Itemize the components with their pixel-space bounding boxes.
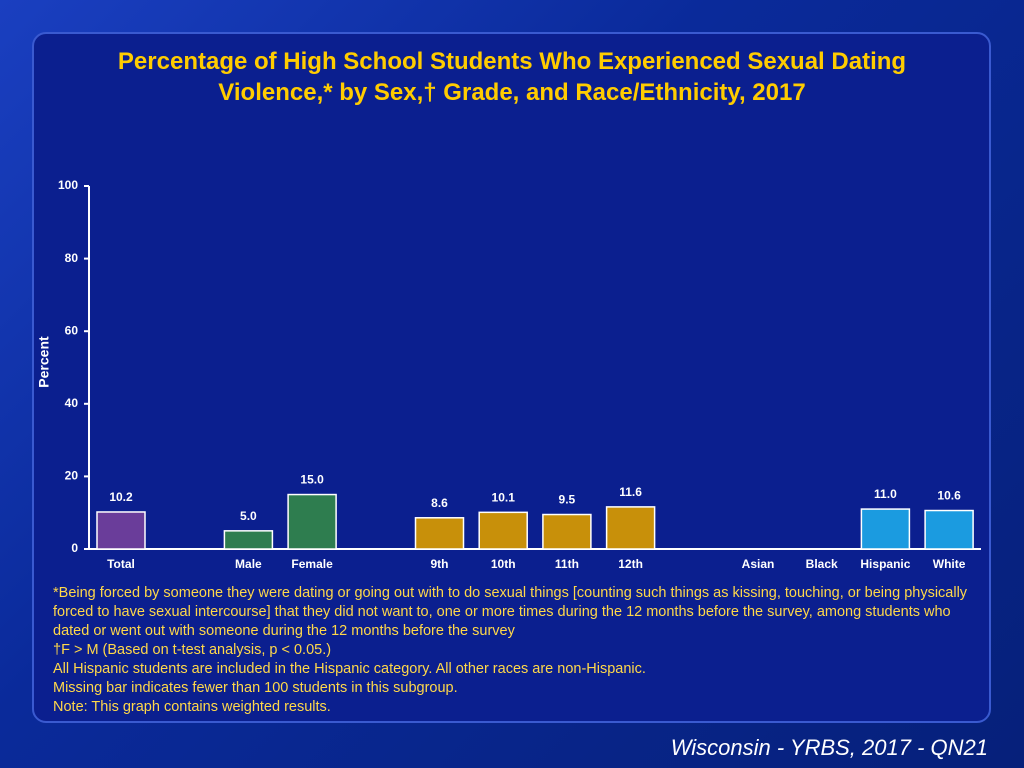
value-label: 5.0 [240, 509, 257, 523]
bar [414, 517, 465, 550]
footnote: Missing bar indicates fewer than 100 stu… [53, 680, 458, 696]
bar [223, 530, 274, 550]
footnote: All Hispanic students are included in th… [53, 661, 646, 677]
y-tick-label: 40 [65, 396, 79, 410]
value-label: 8.6 [431, 496, 448, 510]
y-tick-label: 0 [71, 541, 78, 555]
bar [542, 513, 592, 550]
x-tick-label: 11th [555, 557, 579, 571]
x-tick-label: Black [806, 557, 838, 571]
bar [478, 511, 528, 550]
x-tick-label: Asian [742, 557, 775, 571]
x-tick-label: 12th [618, 557, 643, 571]
footnote: †F > M (Based on t-test analysis, p < 0.… [53, 642, 332, 658]
x-tick-label: Male [235, 557, 262, 571]
footnotes: *Being forced by someone they were datin… [53, 584, 983, 717]
bar [287, 493, 337, 550]
value-label: 10.2 [109, 490, 133, 504]
y-tick-label: 20 [65, 469, 79, 483]
y-tick-label: 80 [65, 251, 79, 265]
y-tick-label: 100 [58, 178, 78, 192]
value-label: 9.5 [559, 493, 576, 507]
value-label: 15.0 [300, 473, 324, 487]
value-label: 11.0 [874, 487, 897, 501]
panel [32, 32, 991, 723]
source: Wisconsin - YRBS, 2017 - QN21 [670, 735, 988, 760]
bar [605, 506, 656, 550]
x-tick-label: White [933, 557, 966, 571]
x-tick-label: 10th [491, 557, 516, 571]
bar [924, 509, 974, 550]
value-label: 10.1 [492, 491, 516, 505]
footnote: *Being forced by someone they were datin… [53, 585, 968, 639]
bar [96, 511, 146, 550]
x-tick-label: Total [107, 557, 135, 571]
y-tick-label: 60 [65, 323, 79, 337]
chart-title: Percentage of High School Students Who E… [117, 48, 907, 106]
y-axis-label: Percent [36, 336, 52, 388]
value-label: 10.6 [937, 489, 961, 503]
x-tick-label: Hispanic [860, 557, 910, 571]
value-label: 11.6 [619, 485, 642, 499]
footnote: Note: This graph contains weighted resul… [53, 699, 331, 715]
x-tick-label: 9th [431, 557, 449, 571]
bar [860, 508, 911, 550]
x-tick-label: Female [291, 557, 333, 571]
